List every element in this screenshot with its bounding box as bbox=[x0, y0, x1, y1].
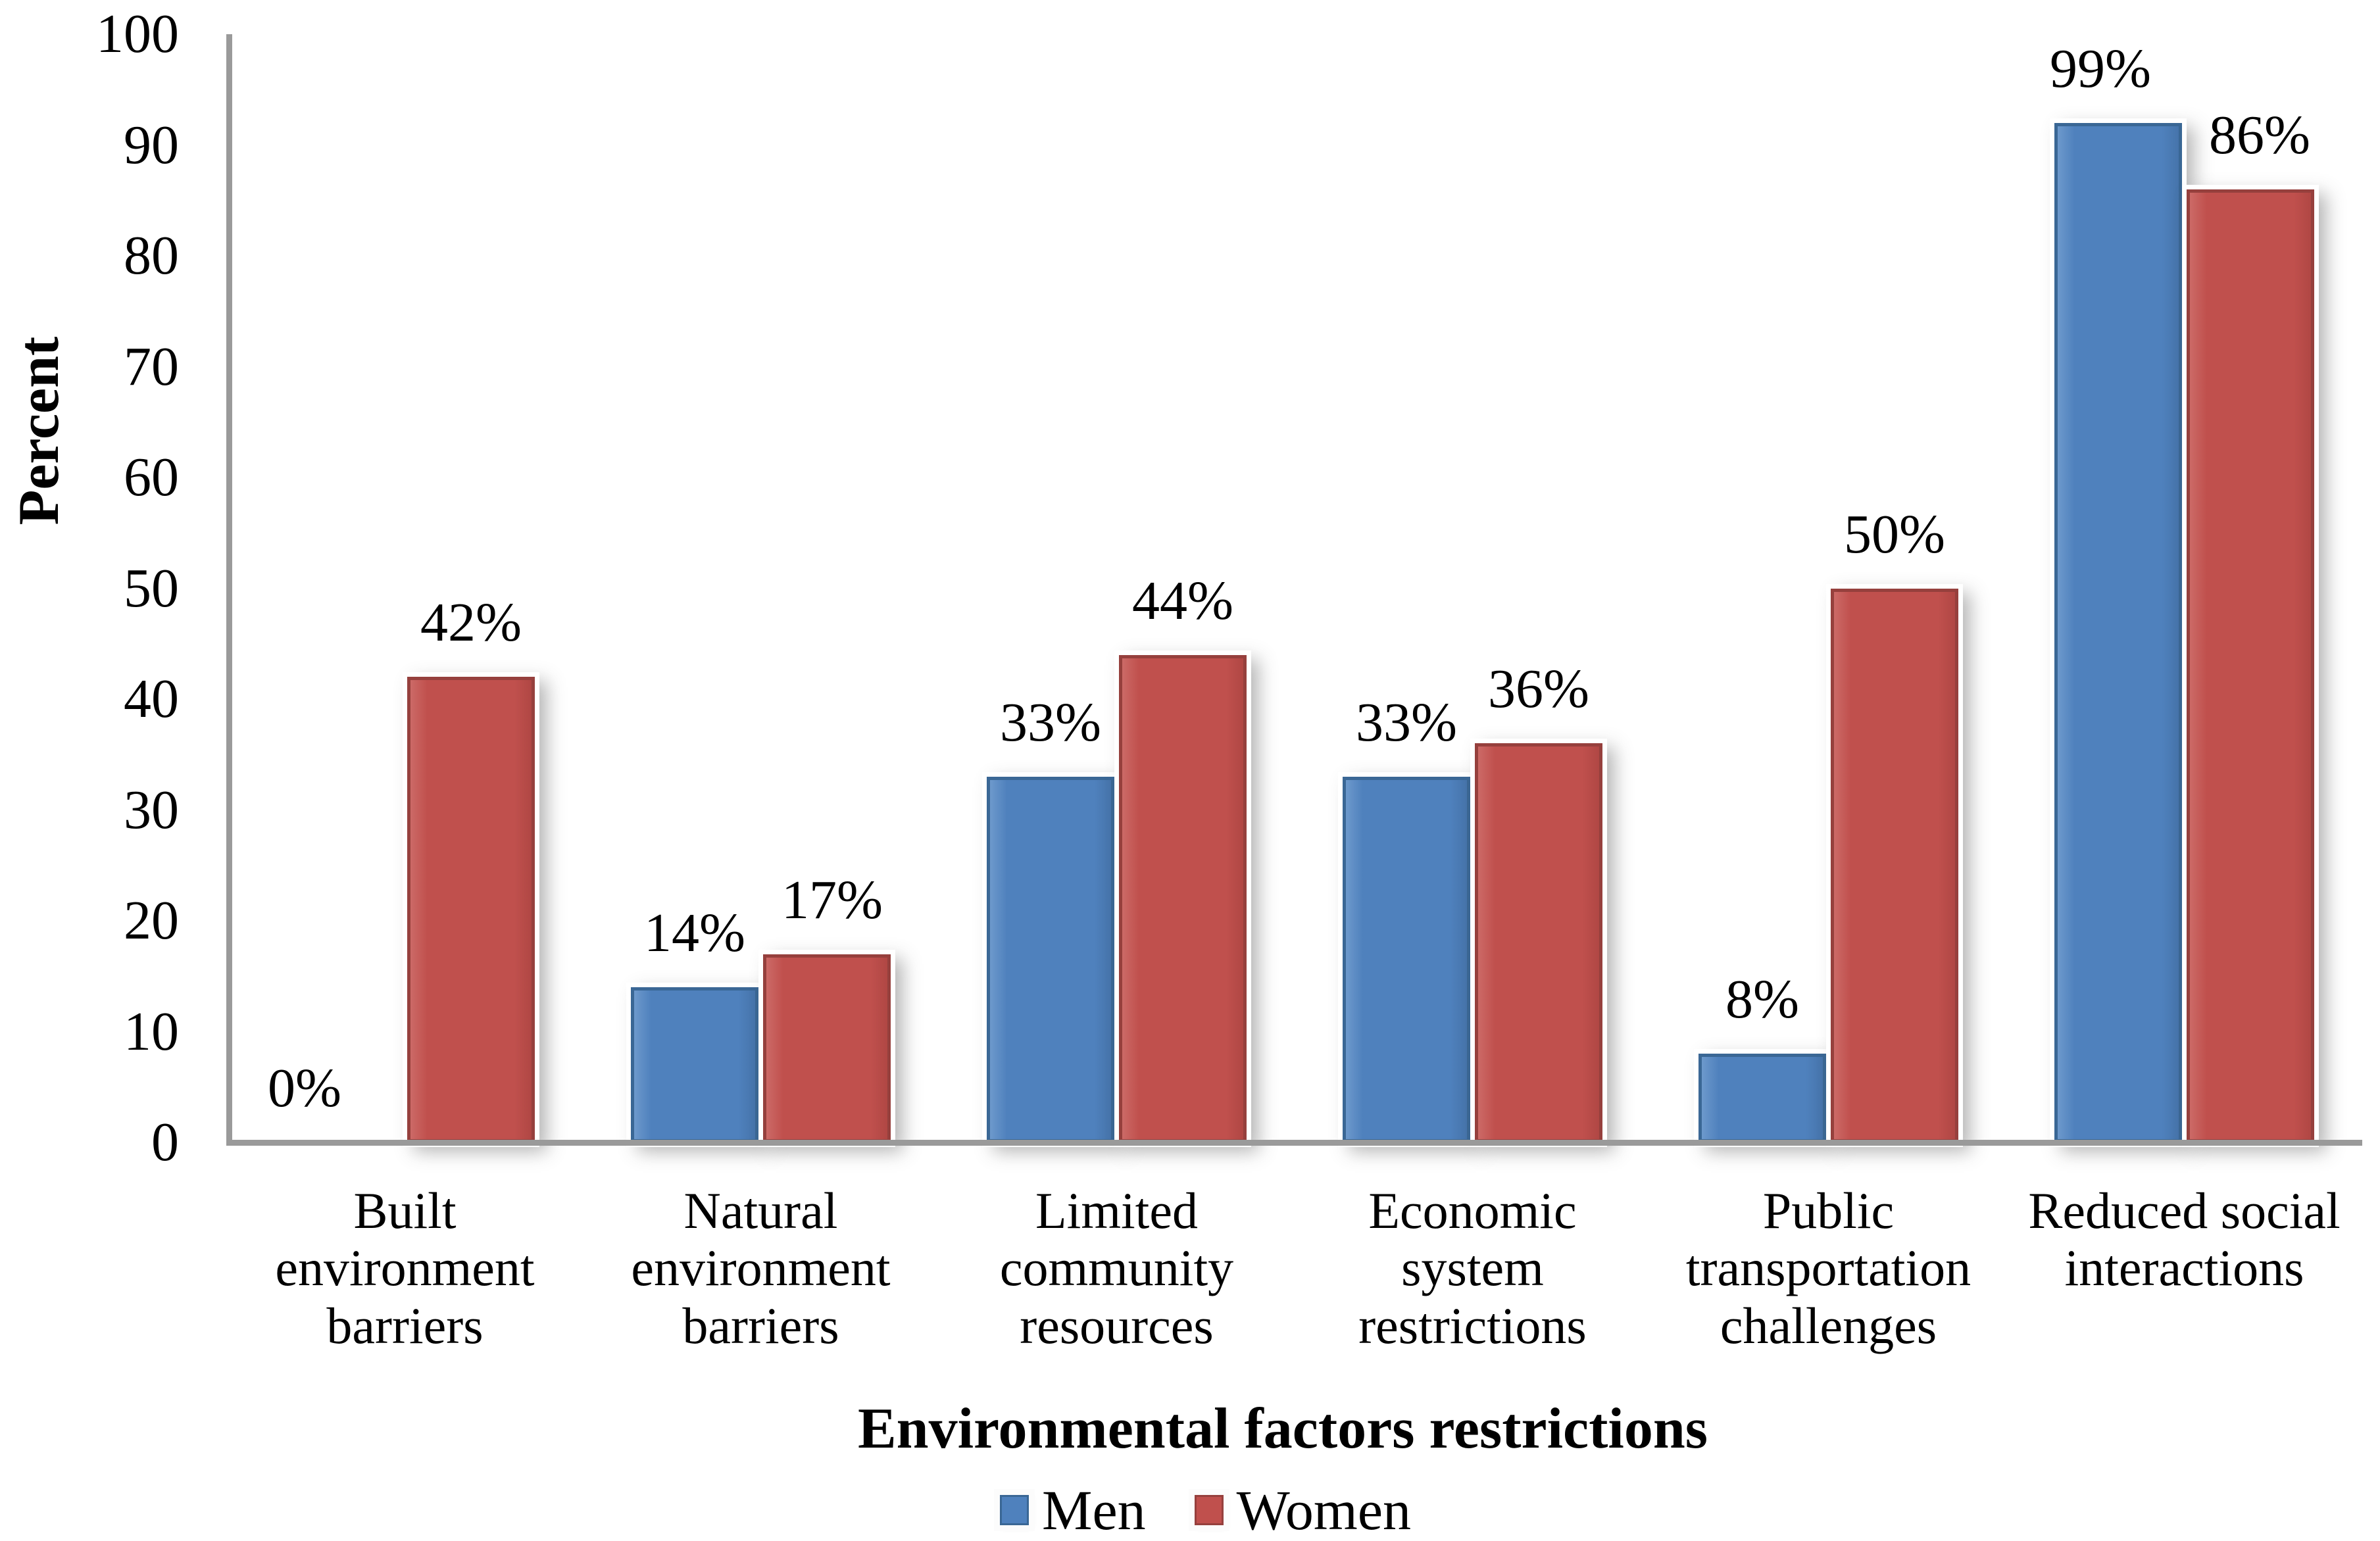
bar-men-4 bbox=[1698, 1054, 1826, 1142]
bar-men-1 bbox=[631, 987, 758, 1142]
data-label-men-1: 14% bbox=[644, 902, 745, 964]
bar-women-3 bbox=[1475, 743, 1602, 1142]
category-label-2: Limited community resources bbox=[999, 1182, 1234, 1354]
data-label-women-3: 36% bbox=[1488, 658, 1589, 720]
category-label-3: Economic system restrictions bbox=[1358, 1182, 1587, 1354]
y-tick-label: 80 bbox=[124, 225, 179, 286]
category-label-1: Natural environment barriers bbox=[631, 1182, 891, 1354]
x-axis-title: Environmental factors restrictions bbox=[857, 1397, 1708, 1461]
legend-swatch-men bbox=[1000, 1495, 1029, 1525]
y-tick-label: 40 bbox=[124, 668, 179, 729]
category-label-5: Reduced social interactions bbox=[2028, 1182, 2341, 1297]
bar-women-2 bbox=[1119, 654, 1247, 1142]
y-tick-label: 60 bbox=[124, 447, 179, 508]
bar-women-1 bbox=[763, 954, 891, 1142]
legend-swatch-women bbox=[1194, 1495, 1224, 1525]
data-label-women-1: 17% bbox=[781, 869, 883, 931]
y-tick-label: 20 bbox=[124, 890, 179, 951]
x-axis-line bbox=[226, 1140, 2362, 1146]
y-tick-label: 10 bbox=[124, 1000, 179, 1062]
data-label-men-4: 8% bbox=[1725, 969, 1799, 1031]
data-label-women-2: 44% bbox=[1132, 570, 1233, 631]
y-tick-label: 0 bbox=[151, 1112, 179, 1173]
legend-item-women: Women bbox=[1194, 1477, 1411, 1541]
legend-label-women: Women bbox=[1236, 1479, 1411, 1541]
bar-women-4 bbox=[1831, 588, 1958, 1142]
data-label-women-0: 42% bbox=[420, 592, 522, 654]
bar-men-2 bbox=[987, 776, 1114, 1142]
data-label-men-5: 99% bbox=[2050, 37, 2151, 99]
data-label-men-0: 0% bbox=[268, 1058, 341, 1119]
data-label-women-5: 86% bbox=[2209, 104, 2310, 166]
y-axis-line bbox=[226, 34, 232, 1145]
bar-men-3 bbox=[1343, 776, 1470, 1142]
data-label-women-4: 50% bbox=[1844, 503, 1945, 565]
bar-women-5 bbox=[2187, 189, 2314, 1142]
legend-item-men: Men bbox=[1000, 1477, 1146, 1541]
bar-women-0 bbox=[407, 677, 535, 1142]
y-tick-label: 30 bbox=[124, 779, 179, 841]
category-label-0: Built environment barriers bbox=[275, 1182, 535, 1354]
category-label-4: Public transportation challenges bbox=[1685, 1182, 1971, 1354]
legend-label-men: Men bbox=[1042, 1479, 1146, 1541]
data-label-men-2: 33% bbox=[1000, 691, 1101, 753]
y-tick-label: 70 bbox=[124, 335, 179, 397]
legend: Men Women bbox=[1000, 1477, 1411, 1541]
y-tick-label: 100 bbox=[96, 3, 179, 64]
y-tick-label: 90 bbox=[124, 114, 179, 176]
bar-men-5 bbox=[2054, 122, 2182, 1142]
data-label-men-3: 33% bbox=[1356, 691, 1457, 753]
y-tick-label: 50 bbox=[124, 557, 179, 619]
